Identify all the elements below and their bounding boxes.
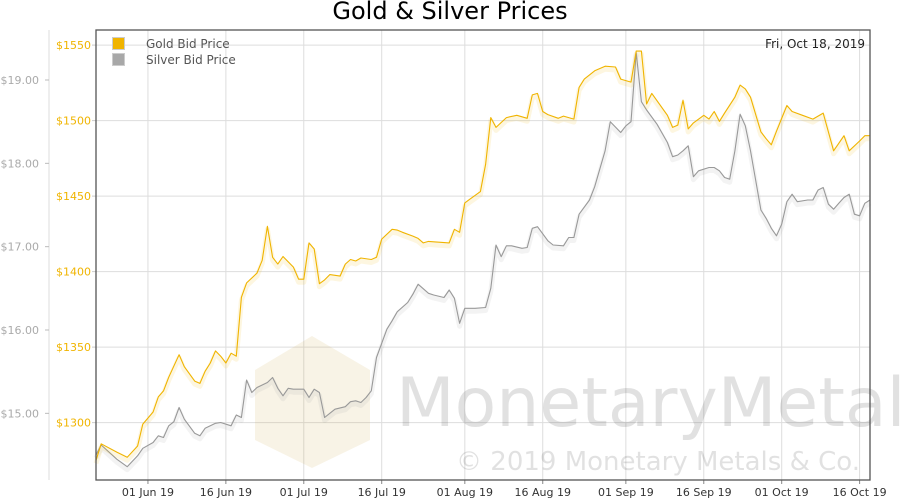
x-tick-label: 16 Jun 19 [200,486,252,499]
x-tick-label: 16 Oct 19 [833,486,887,499]
silver-price-line [95,51,871,468]
gold-y-tick-label: $1400 [56,266,91,279]
silver-y-tick-label: $15.00 [1,407,40,420]
gold-y-tick-label: $1350 [56,341,91,354]
silver-y-tick-label: $18.00 [1,157,40,170]
gold-price-line [95,50,870,461]
x-tick-label: 01 Aug 19 [437,486,493,499]
x-tick-label: 01 Jul 19 [280,486,328,499]
silver-y-tick-label: $16.00 [1,324,40,337]
axes: 01 Jun 19 16 Jun 19 01 Jul 19 16 Jul 19 01 A… [1,30,887,499]
gold-y-tick-label: $1550 [56,39,91,52]
legend-label-silver: Silver Bid Price [146,53,236,67]
x-tick-label: 01 Sep 19 [598,486,654,499]
series-lines [93,50,872,473]
gold-y-tick-label: $1500 [56,115,91,128]
legend: Gold Bid Price Silver Bid Price [112,37,236,67]
gold-line-shadow [93,51,870,465]
x-tick-label: 16 Jul 19 [358,486,406,499]
watermark-copyright: © 2019 Monetary Metals & Co. [456,447,860,477]
legend-swatch-gold [112,37,125,50]
watermark-brand: MonetaryMetals [396,364,900,443]
gold-y-tick-label: $1300 [56,417,91,430]
silver-y-tick-label: $17.00 [1,241,40,254]
gold-y-tick-label: $1450 [56,190,91,203]
watermark-logo-icon [255,336,370,468]
grid [96,30,870,480]
plot-frame [95,29,871,481]
x-tick-label: 01 Jun 19 [122,486,174,499]
date-label: Fri, Oct 18, 2019 [765,37,865,51]
silver-y-tick-label: $19.00 [1,74,40,87]
legend-label-gold: Gold Bid Price [146,37,230,51]
x-tick-label: 16 Sep 19 [676,486,732,499]
chart-title: Gold & Silver Prices [332,0,567,25]
x-tick-label: 01 Oct 19 [755,486,809,499]
x-tick-label: 16 Aug 19 [515,486,571,499]
watermark: MonetaryMetals © 2019 Monetary Metals & … [255,336,900,477]
legend-swatch-silver [112,53,125,66]
